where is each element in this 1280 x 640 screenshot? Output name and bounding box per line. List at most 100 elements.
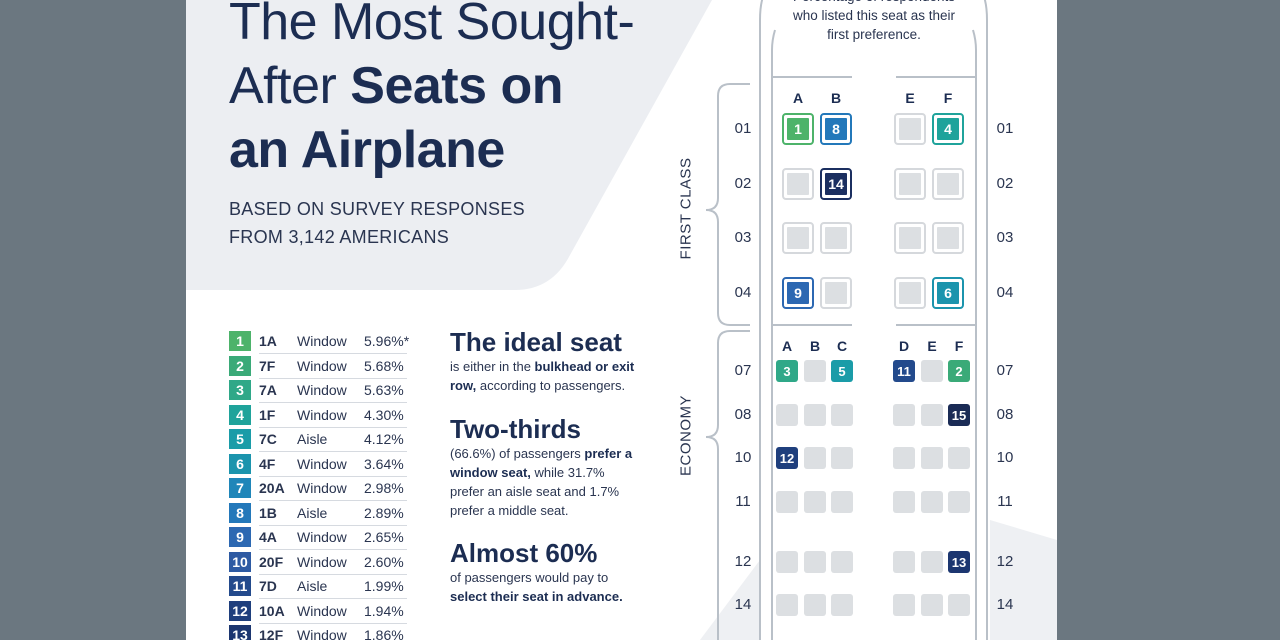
row-rule <box>259 524 407 526</box>
title-line: The Most Sought- <box>229 0 635 54</box>
seat-rank: 9 <box>794 285 802 301</box>
seat <box>804 360 826 382</box>
seat <box>948 447 970 469</box>
fact-emphasis: select their seat in advance. <box>450 589 623 604</box>
row-rule <box>259 573 407 575</box>
seat <box>776 491 798 513</box>
seat-code: 7C <box>259 431 277 447</box>
seat <box>899 227 921 249</box>
seat <box>804 551 826 573</box>
seat <box>804 447 826 469</box>
seat-code: 4A <box>259 529 277 545</box>
row-rule <box>259 500 407 501</box>
section-label: FIRST CLASS <box>677 157 695 260</box>
seat <box>893 404 915 426</box>
first-class-bracket <box>705 83 750 326</box>
rank-badge: 5 <box>229 429 251 449</box>
seat-percent: 2.65% <box>364 529 404 545</box>
fuselage <box>705 0 988 640</box>
column-label: A <box>792 90 804 106</box>
seat-percent: 4.12% <box>364 431 404 447</box>
row-label: 11 <box>735 493 751 510</box>
seat <box>776 360 798 382</box>
seat <box>937 173 959 195</box>
seat-code: 1F <box>259 406 276 423</box>
fact-heading: Almost 60% <box>450 538 598 568</box>
seat-type: Window <box>297 333 347 349</box>
rank-badge: 10 <box>229 551 251 572</box>
header-shape <box>186 0 712 290</box>
seat-rank: 12 <box>780 451 794 466</box>
map-note: first preference. <box>827 27 921 42</box>
seat-type: Aisle <box>297 578 328 594</box>
row-rule <box>259 377 407 379</box>
seat-rank: 11 <box>897 364 911 379</box>
subtitle: BASED ON SURVEY RESPONSES <box>229 199 525 219</box>
row-rule <box>259 451 407 452</box>
seat <box>804 404 826 426</box>
seat-percent: 2.60% <box>364 553 404 570</box>
fact-text: while 31.7% prefer an aisle seat and 1.7… <box>450 465 620 518</box>
rank-badge: 7 <box>229 478 251 498</box>
row-rule <box>259 598 407 599</box>
seat-type: Window <box>297 406 347 423</box>
column-label: E <box>905 90 915 106</box>
seat <box>831 551 853 573</box>
seat-code: 20A <box>259 480 285 496</box>
left-wing <box>700 560 760 640</box>
rank-badge: 4 <box>229 404 251 425</box>
seat <box>948 594 970 616</box>
row-label: 11 <box>997 493 1013 510</box>
seat-code: 10A <box>259 602 285 619</box>
fuselage-outer-left <box>759 0 764 640</box>
seat <box>899 118 921 140</box>
seat <box>831 447 853 469</box>
row-label: 14 <box>734 596 752 613</box>
seat <box>776 594 798 616</box>
rank-badge: 3 <box>229 380 251 400</box>
seat-percent: 1.94% <box>364 602 404 619</box>
seat-type: Aisle <box>297 504 328 521</box>
column-label: E <box>927 338 937 354</box>
column-label: B <box>830 90 842 106</box>
rank-badge: 12 <box>229 600 251 621</box>
row-label: 12 <box>734 553 752 570</box>
seat-percent: 3.64% <box>364 455 404 472</box>
seat <box>804 491 826 513</box>
fact-body: of passengers would pay to select their … <box>450 568 640 606</box>
seat <box>921 491 943 513</box>
seat <box>921 551 943 573</box>
seats: 1 8 4 14 9 6 3 5 11 2 15 12 13 <box>776 113 970 616</box>
seat-code: 7A <box>259 382 277 398</box>
row-label: 03 <box>996 229 1014 246</box>
seat-type: Aisle <box>297 431 328 447</box>
title-line: an Airplane <box>229 118 505 182</box>
title-text-bold: Seats on <box>350 57 564 115</box>
seat <box>776 551 798 573</box>
row-label: 02 <box>734 175 752 192</box>
column-label: F <box>943 90 953 106</box>
economy-bracket <box>705 330 750 640</box>
fact-text: according to passengers. <box>476 378 626 393</box>
seat-rank: 2 <box>955 364 962 379</box>
seat <box>831 491 853 513</box>
seat-percent: 2.89% <box>364 504 404 521</box>
seat <box>921 404 943 426</box>
seat-percent: 5.96%* <box>364 333 410 349</box>
section-label: ECONOMY <box>677 395 695 477</box>
row-label: 14 <box>996 596 1014 613</box>
row-label: 08 <box>734 406 752 423</box>
seat <box>893 447 915 469</box>
seat-type: Window <box>297 553 347 570</box>
seat <box>921 594 943 616</box>
fact-text: is either in the <box>450 359 535 374</box>
seat <box>937 118 959 140</box>
column-label: A <box>781 338 793 354</box>
row-rule <box>259 475 407 477</box>
map-note: Percentage of respondents <box>764 0 984 6</box>
column-label: F <box>954 338 964 354</box>
seat-percent: 4.30% <box>364 406 404 423</box>
title-text-bold: an Airplane <box>229 121 505 179</box>
row-rule <box>259 622 407 624</box>
seat-rank: 15 <box>952 408 966 423</box>
